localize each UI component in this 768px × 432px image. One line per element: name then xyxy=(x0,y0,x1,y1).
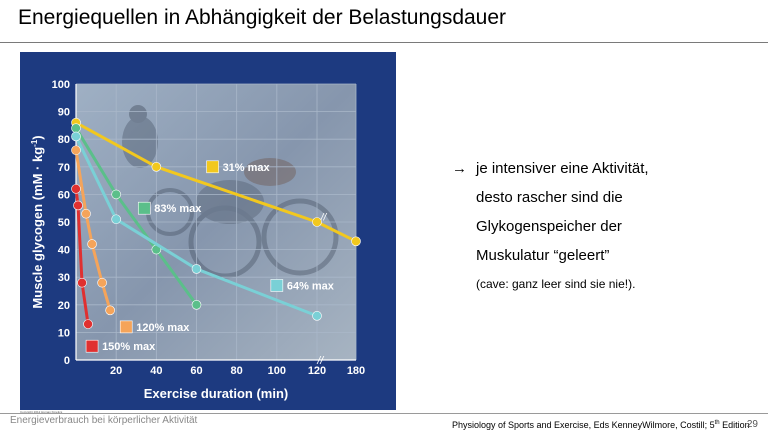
series-label-swatch xyxy=(119,320,133,334)
data-point xyxy=(351,236,361,247)
x-tick-label: 20 xyxy=(110,365,122,377)
y-axis-title-close: ) xyxy=(30,135,45,139)
y-tick-label: 100 xyxy=(52,79,70,91)
y-tick-label: 90 xyxy=(58,107,70,119)
data-point xyxy=(71,184,81,194)
series-label-swatch xyxy=(137,201,151,215)
data-point xyxy=(105,305,115,316)
line-break-mark: // xyxy=(320,212,328,223)
series-line-0 xyxy=(75,121,357,243)
series-label: 83% max xyxy=(154,203,202,215)
footer-citation-edition: Edition xyxy=(719,420,750,430)
data-point xyxy=(191,300,202,310)
series-label: 64% max xyxy=(287,280,335,292)
data-point xyxy=(71,145,81,156)
y-axis-title-main: Muscle glycogen (mM · kg xyxy=(30,147,45,309)
bullet-line-4: Muskulatur “geleert” xyxy=(476,247,610,264)
data-point xyxy=(71,123,81,133)
series-line-1 xyxy=(74,127,198,306)
x-tick-label: 100 xyxy=(268,365,286,377)
x-tick-label: 180 xyxy=(347,365,365,377)
y-tick-label: 60 xyxy=(58,189,70,201)
title-divider xyxy=(0,42,768,43)
y-tick-label: 30 xyxy=(58,272,70,284)
cyclist-photo-background xyxy=(122,105,339,279)
y-axis-title: Muscle glycogen (mM · kg-1) xyxy=(30,135,45,308)
x-tick-label: 60 xyxy=(190,365,202,377)
series-label-swatch xyxy=(206,160,219,174)
data-point xyxy=(111,189,121,200)
footer-citation-main: Physiology of Sports and Exercise, Eds K… xyxy=(452,420,715,430)
bullet-line-3: Glykogenspeicher der xyxy=(476,218,622,235)
footer-citation-sup: th xyxy=(714,420,720,426)
bullet-line-5: (cave: ganz leer sind sie nie!). xyxy=(476,277,636,291)
footer-citation: Physiology of Sports and Exercise, Eds K… xyxy=(452,420,750,430)
y-tick-label: 80 xyxy=(58,134,70,146)
y-tick-label: 0 xyxy=(64,355,70,367)
x-tick-label: 80 xyxy=(231,365,243,377)
series-label: 31% max xyxy=(223,162,271,174)
x-axis-break-mark: // xyxy=(316,355,324,367)
data-point xyxy=(87,239,97,249)
bullet-arrow-icon: → xyxy=(452,160,467,177)
x-axis-title: Exercise duration (min) xyxy=(144,386,288,401)
y-tick-label: 40 xyxy=(58,245,70,257)
figure-copyright: Copyright 2012 Human Kinetics xyxy=(20,410,63,414)
x-tick-label: 120 xyxy=(308,365,326,377)
footer-divider xyxy=(0,413,768,414)
data-point xyxy=(73,200,83,211)
glycogen-chart: 0 10 20 30 40 50 60 70 80 90 100 20 40 60 80 100 120 180 /… xyxy=(20,52,396,410)
data-point xyxy=(83,319,93,329)
bullet-line-1: je intensiver eine Aktivität, xyxy=(476,160,649,177)
page-number: 29 xyxy=(746,419,758,430)
footer-course-title: Energieverbrauch bei körperlicher Aktivi… xyxy=(10,415,198,426)
y-tick-label: 50 xyxy=(58,217,70,229)
y-tick-label: 10 xyxy=(58,327,70,339)
data-point xyxy=(77,277,87,288)
data-point xyxy=(111,214,121,225)
x-tick-label: 40 xyxy=(150,365,162,377)
y-tick-label: 20 xyxy=(58,300,70,312)
series-label-swatch xyxy=(85,339,99,353)
data-point xyxy=(151,162,162,172)
series-line-2 xyxy=(74,135,318,318)
data-point xyxy=(191,264,202,274)
series-line-4 xyxy=(74,188,90,325)
series-label-swatch xyxy=(270,279,284,292)
y-tick-label: 70 xyxy=(58,162,70,174)
data-point xyxy=(81,208,91,219)
data-point xyxy=(97,277,107,288)
slide-title: Energiequellen in Abhängigkeit der Belas… xyxy=(18,6,507,29)
data-point xyxy=(312,217,322,227)
data-point xyxy=(312,311,322,321)
bullet-line-2: desto rascher sind die xyxy=(476,189,623,206)
series-label: 150% max xyxy=(102,341,156,353)
series-label: 120% max xyxy=(136,322,190,334)
data-point xyxy=(71,131,81,142)
y-axis-title-sup: -1 xyxy=(30,139,39,147)
